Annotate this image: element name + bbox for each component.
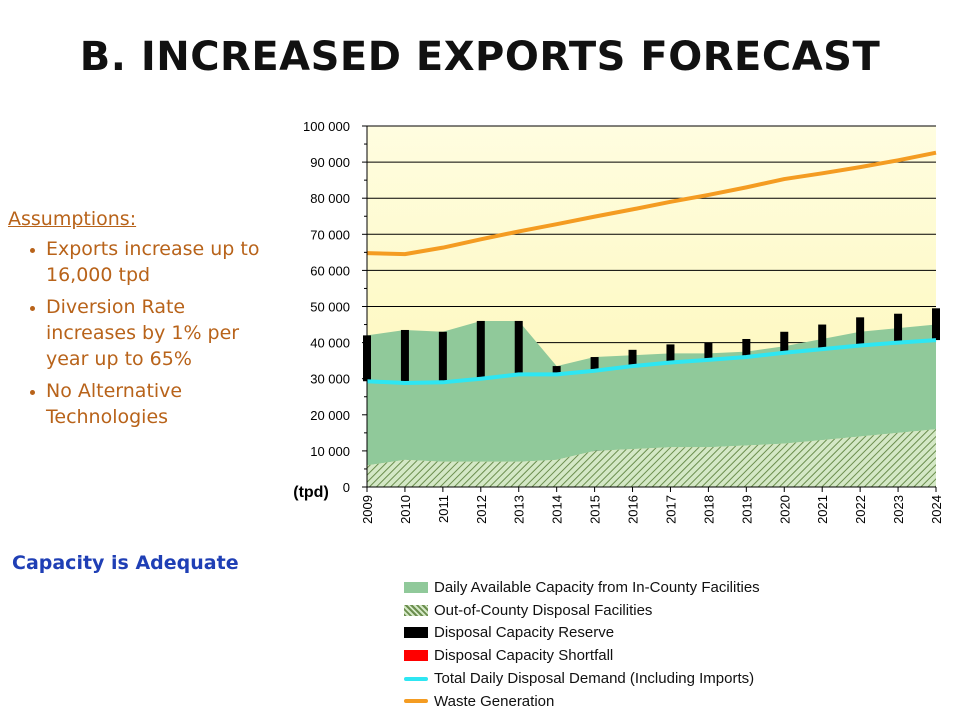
x-tick-label: 2015 (588, 495, 603, 524)
legend-swatch (404, 676, 428, 681)
assumption-item: Diversion Rate increases by 1% per year … (46, 294, 270, 372)
assumption-item: No Alternative Technologies (46, 378, 270, 430)
x-tick-label: 2021 (815, 495, 830, 524)
y-tick-label: 10 000 (310, 444, 350, 459)
x-tick-label: 2016 (626, 495, 641, 524)
legend-swatch (404, 699, 428, 704)
in-county-capacity-area (367, 320, 936, 466)
assumption-item: Exports increase up to 16,000 tpd (46, 236, 270, 288)
x-tick-label: 2017 (663, 495, 678, 524)
y-tick-label: 70 000 (310, 227, 350, 242)
legend-entry: Total Daily Disposal Demand (Including I… (404, 667, 884, 690)
legend-label: Out-of-County Disposal Facilities (434, 601, 653, 619)
x-tick-label: 2013 (512, 495, 527, 524)
legend-swatch (404, 581, 428, 593)
reserve-bar (514, 320, 523, 375)
y-tick-label: 30 000 (310, 372, 350, 387)
legend-label: Disposal Capacity Shortfall (434, 647, 614, 665)
y-tick-label: 90 000 (310, 155, 350, 170)
x-tick-label: 2010 (398, 495, 413, 524)
y-tick-label: 50 000 (310, 300, 350, 315)
x-tick-label: 2014 (550, 495, 565, 524)
x-tick-label: 2019 (739, 495, 754, 524)
reserve-bar (704, 342, 713, 360)
reserve-bar (856, 317, 865, 346)
y-tick-label: 20 000 (310, 408, 350, 423)
x-tick-label: 2023 (891, 495, 906, 524)
assumptions-panel: Assumptions: Exports increase up to 16,0… (8, 206, 270, 436)
y-tick-label: 0 (343, 480, 350, 495)
x-tick-label: 2012 (474, 495, 489, 524)
reserve-bar (438, 331, 447, 383)
waste-generation-line (366, 150, 937, 257)
chart-legend: Daily Available Capacity from In-County … (404, 576, 884, 713)
reserve-bar (400, 329, 409, 384)
legend-swatch (404, 604, 428, 616)
reserve-bar (476, 320, 485, 379)
disposal-demand-line (366, 338, 937, 386)
reserve-bar (742, 338, 751, 358)
legend-entry: Daily Available Capacity from In-County … (404, 576, 884, 599)
assumptions-list: Exports increase up to 16,000 tpd Divers… (8, 236, 270, 430)
assumptions-heading: Assumptions: (8, 208, 137, 230)
legend-entry: Disposal Capacity Shortfall (404, 644, 884, 667)
slide-title: B. INCREASED EXPORTS FORECAST (79, 34, 881, 80)
legend-label: Daily Available Capacity from In-County … (434, 578, 760, 596)
x-tick-label: 2020 (777, 495, 792, 524)
x-tick-label: 2009 (360, 495, 375, 524)
capacity-conclusion: Capacity is Adequate (12, 552, 239, 574)
legend-label: Waste Generation (434, 692, 555, 710)
reserve-bar (552, 366, 561, 375)
legend-entry: Waste Generation (404, 690, 884, 713)
reserve-bar (894, 313, 903, 343)
legend-label: Disposal Capacity Reserve (434, 624, 615, 642)
reserve-bar (780, 331, 789, 353)
x-tick-label: 2024 (929, 495, 944, 524)
reserve-bar (932, 308, 940, 341)
legend-entry: Disposal Capacity Reserve (404, 622, 884, 645)
reserve-bar (818, 324, 827, 350)
y-axis-label: (tpd) (293, 484, 329, 501)
reserve-bar (628, 349, 637, 367)
reserve-bar (666, 344, 675, 363)
x-tick-label: 2022 (853, 495, 868, 524)
legend-swatch (404, 650, 428, 662)
legend-swatch (404, 627, 428, 639)
reserve-bar (590, 357, 599, 371)
y-tick-label: 60 000 (310, 263, 350, 278)
legend-label: Total Daily Disposal Demand (Including I… (434, 670, 755, 688)
y-tick-label: 100 000 (303, 119, 350, 134)
legend-entry: Out-of-County Disposal Facilities (404, 599, 884, 622)
out-of-county-disposal-area (367, 429, 936, 487)
y-tick-label: 80 000 (310, 191, 350, 206)
y-tick-label: 40 000 (310, 336, 350, 351)
x-tick-label: 2011 (436, 495, 451, 523)
x-tick-label: 2018 (701, 495, 716, 524)
